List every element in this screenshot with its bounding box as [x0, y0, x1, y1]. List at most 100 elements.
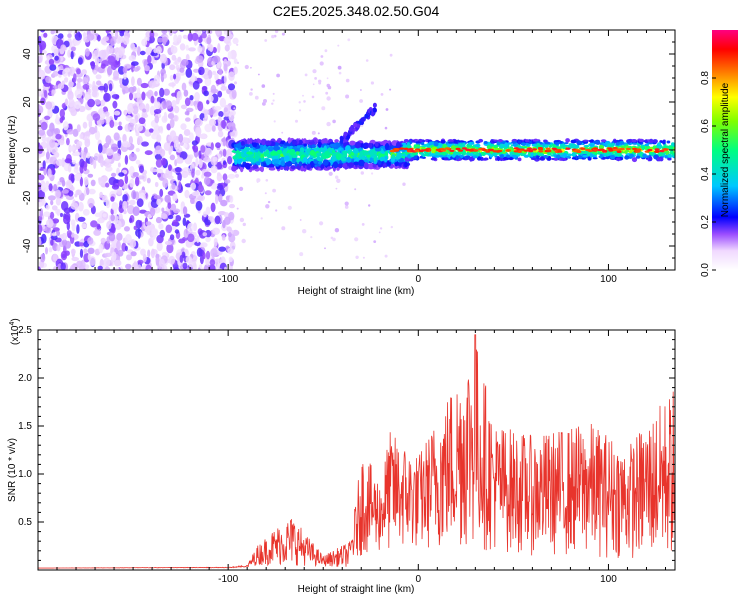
- heatmap-cell: [194, 241, 202, 247]
- heatmap-cell: [38, 224, 43, 234]
- heatmap-cell: [212, 55, 221, 64]
- heatmap-cell: [177, 34, 182, 41]
- heatmap-cell: [525, 139, 530, 143]
- heatmap-cell: [212, 156, 218, 162]
- heatmap-cell: [126, 254, 132, 261]
- heatmap-cell: [324, 49, 328, 53]
- heatmap-cell: [43, 32, 48, 38]
- heatmap-cell: [637, 152, 642, 155]
- heatmap-cell: [131, 61, 139, 66]
- heatmap-cell: [132, 262, 139, 270]
- heatmap-cell: [53, 48, 59, 56]
- heatmap-cell: [189, 132, 194, 142]
- heatmap-cell: [46, 129, 54, 137]
- heatmap-cell: [69, 66, 76, 77]
- heatmap-cell: [111, 202, 119, 211]
- heatmap-cell: [420, 149, 426, 152]
- heatmap-cell: [131, 76, 135, 87]
- heatmap-cell: [192, 75, 196, 84]
- heatmap-cell: [179, 43, 186, 51]
- heatmap-cell: [121, 76, 129, 86]
- heatmap-cell: [108, 83, 113, 92]
- heatmap-cell: [538, 153, 545, 157]
- heatmap-cell: [149, 30, 155, 39]
- heatmap-cell: [198, 150, 202, 159]
- heatmap-cell: [86, 152, 91, 159]
- heatmap-cell: [107, 65, 113, 76]
- heatmap-cell: [56, 230, 60, 236]
- heatmap-cell: [399, 147, 405, 150]
- heatmap-cell: [171, 30, 179, 34]
- heatmap-cell: [156, 270, 161, 277]
- heatmap-cell: [252, 164, 259, 169]
- heatmap-cell: [371, 172, 374, 175]
- heatmap-cell: [381, 150, 385, 154]
- heatmap-cell: [192, 145, 199, 153]
- heatmap-cell: [109, 119, 115, 128]
- heatmap-cell: [184, 137, 189, 144]
- heatmap-cell: [88, 126, 96, 135]
- heatmap-cell: [38, 189, 45, 200]
- heatmap-cell: [299, 252, 304, 257]
- heatmap-cell: [87, 247, 95, 254]
- heatmap-cell: [430, 157, 437, 161]
- heatmap-cell: [377, 160, 382, 165]
- heatmap-cell: [343, 131, 348, 137]
- heatmap-cell: [73, 73, 77, 83]
- heatmap-cell: [227, 121, 236, 131]
- heatmap-cell: [493, 145, 498, 149]
- x-tick-label: 0: [416, 574, 422, 585]
- heatmap-cell: [619, 140, 625, 145]
- heatmap-cell: [203, 90, 209, 97]
- heatmap-cell: [384, 126, 388, 130]
- heatmap-cell: [74, 163, 79, 170]
- heatmap-cell: [84, 48, 90, 57]
- heatmap-cell: [75, 143, 81, 150]
- heatmap-cell: [44, 115, 51, 121]
- heatmap-cell: [136, 46, 141, 56]
- heatmap-cell: [110, 38, 115, 47]
- heatmap-cell: [234, 158, 238, 165]
- heatmap-cell: [234, 173, 240, 178]
- heatmap-cell: [635, 150, 641, 153]
- heatmap-cell: [100, 63, 106, 69]
- heatmap-cell: [335, 153, 341, 160]
- heatmap-cell: [324, 152, 329, 156]
- heatmap-cell: [60, 44, 67, 52]
- heatmap-cell: [61, 103, 66, 109]
- heatmap-cell: [362, 256, 365, 259]
- heatmap-cell: [38, 105, 44, 115]
- snr-y-axis: 0.5 1.0 1.5 2.0 2.5: [18, 325, 675, 561]
- heatmap-cell: [281, 32, 285, 36]
- heatmap-cell: [423, 148, 429, 152]
- heatmap-cell: [195, 30, 199, 31]
- heatmap-cell: [38, 69, 46, 80]
- heatmap-cell: [137, 259, 144, 265]
- heatmap-cell: [444, 147, 450, 150]
- heatmap-cell: [53, 128, 61, 135]
- heatmap-cell: [616, 150, 622, 153]
- heatmap-cell: [337, 65, 342, 70]
- heatmap-cell: [150, 207, 156, 217]
- heatmap-cell: [543, 139, 548, 143]
- heatmap-cell: [502, 151, 506, 154]
- heatmap-cell: [302, 157, 308, 163]
- heatmap-cell: [276, 149, 283, 155]
- heatmap-cell: [167, 202, 172, 210]
- heatmap-cell: [593, 147, 598, 150]
- heatmap-cell: [118, 172, 125, 177]
- heatmap-cell: [49, 156, 58, 165]
- heatmap-cell: [632, 147, 637, 151]
- heatmap-cell: [174, 167, 182, 173]
- heatmap-cell: [344, 205, 349, 209]
- heatmap-cell: [185, 68, 193, 78]
- heatmap-cell: [156, 241, 163, 252]
- heatmap-cell: [229, 49, 237, 60]
- y-tick-label: 1.5: [18, 421, 32, 432]
- heatmap-cell: [610, 154, 616, 160]
- heatmap-cell: [88, 188, 96, 195]
- snr-panel: -100 0 100 0.5 1.0 1.5 2.0 2.5 Height of strai…: [7, 318, 676, 595]
- heatmap-cell: [195, 200, 203, 211]
- heatmap-cell: [415, 141, 421, 144]
- heatmap-cell: [352, 148, 359, 154]
